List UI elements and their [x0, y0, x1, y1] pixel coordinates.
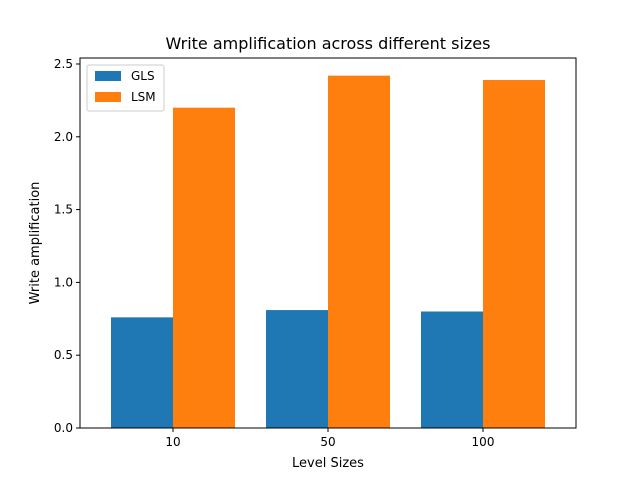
legend-label-lsm: LSM: [131, 90, 156, 104]
bar-gls-50: [266, 310, 328, 428]
x-tick-label: 10: [165, 435, 180, 449]
y-tick-label: 0.0: [54, 421, 73, 435]
x-tick-label: 50: [320, 435, 335, 449]
legend-label-gls: GLS: [131, 69, 155, 83]
legend: GLS LSM: [86, 64, 165, 112]
x-axis: 10 50 100: [165, 428, 494, 449]
chart-title: Write amplification across different siz…: [166, 34, 491, 53]
x-axis-label: Level Sizes: [292, 456, 364, 471]
y-tick-label: 2.0: [54, 130, 73, 144]
y-tick-label: 0.5: [54, 348, 73, 362]
y-axis-label: Write amplification: [28, 182, 43, 305]
bar-gls-100: [421, 311, 483, 428]
legend-swatch-lsm: [95, 92, 121, 102]
x-tick-label: 100: [472, 435, 495, 449]
bar-gls-10: [111, 317, 173, 428]
bar-lsm-100: [483, 80, 545, 429]
bars-layer: [111, 75, 545, 429]
y-tick-label: 1.0: [54, 275, 73, 289]
y-tick-label: 1.5: [54, 203, 73, 217]
bar-lsm-50: [328, 75, 390, 428]
legend-swatch-gls: [95, 71, 121, 81]
y-tick-label: 2.5: [54, 57, 73, 71]
y-axis: 0.0 0.5 1.0 1.5 2.0 2.5: [54, 57, 80, 435]
bar-lsm-10: [173, 107, 235, 429]
